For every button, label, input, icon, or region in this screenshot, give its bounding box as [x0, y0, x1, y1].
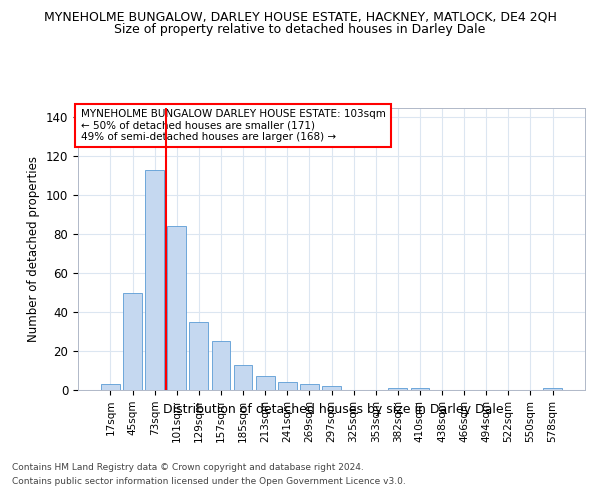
Bar	[410, 388, 430, 390]
Bar	[123, 292, 142, 390]
Text: Distribution of detached houses by size in Darley Dale: Distribution of detached houses by size …	[163, 402, 503, 415]
Bar	[543, 388, 562, 390]
Bar	[212, 342, 230, 390]
Bar	[101, 384, 120, 390]
Text: Size of property relative to detached houses in Darley Dale: Size of property relative to detached ho…	[115, 22, 485, 36]
Text: MYNEHOLME BUNGALOW, DARLEY HOUSE ESTATE, HACKNEY, MATLOCK, DE4 2QH: MYNEHOLME BUNGALOW, DARLEY HOUSE ESTATE,…	[44, 10, 556, 23]
Bar	[233, 364, 253, 390]
Text: Contains HM Land Registry data © Crown copyright and database right 2024.: Contains HM Land Registry data © Crown c…	[12, 462, 364, 471]
Text: Contains public sector information licensed under the Open Government Licence v3: Contains public sector information licen…	[12, 478, 406, 486]
Text: MYNEHOLME BUNGALOW DARLEY HOUSE ESTATE: 103sqm
← 50% of detached houses are smal: MYNEHOLME BUNGALOW DARLEY HOUSE ESTATE: …	[80, 109, 385, 142]
Bar	[322, 386, 341, 390]
Bar	[278, 382, 296, 390]
Bar	[167, 226, 186, 390]
Bar	[256, 376, 275, 390]
Bar	[300, 384, 319, 390]
Bar	[388, 388, 407, 390]
Y-axis label: Number of detached properties: Number of detached properties	[28, 156, 40, 342]
Bar	[145, 170, 164, 390]
Bar	[190, 322, 208, 390]
